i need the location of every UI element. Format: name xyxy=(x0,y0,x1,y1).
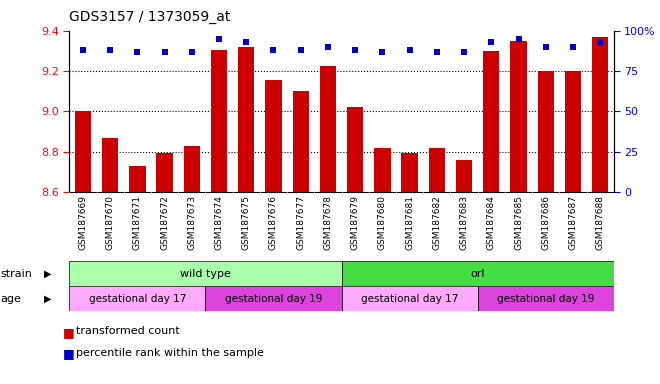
Point xyxy=(241,39,251,45)
Point xyxy=(132,49,143,55)
Point xyxy=(459,49,469,55)
Text: ■: ■ xyxy=(63,348,75,361)
Point xyxy=(568,44,578,50)
Text: ▶: ▶ xyxy=(44,293,51,304)
Bar xyxy=(292,91,309,192)
Text: GSM187687: GSM187687 xyxy=(568,195,578,250)
Bar xyxy=(429,147,445,192)
Bar xyxy=(102,137,118,192)
Text: GSM187679: GSM187679 xyxy=(350,195,360,250)
Point xyxy=(432,49,442,55)
Text: ■: ■ xyxy=(63,326,75,339)
Bar xyxy=(238,47,254,192)
Text: GSM187682: GSM187682 xyxy=(432,195,442,250)
Point xyxy=(159,49,170,55)
Text: GSM187674: GSM187674 xyxy=(214,195,224,250)
Text: GSM187678: GSM187678 xyxy=(323,195,333,250)
Bar xyxy=(478,286,614,311)
Point xyxy=(78,47,88,53)
Point xyxy=(296,47,306,53)
Bar xyxy=(69,286,205,311)
Bar xyxy=(211,50,227,192)
Text: wild type: wild type xyxy=(180,268,231,279)
Text: GSM187677: GSM187677 xyxy=(296,195,305,250)
Text: ▶: ▶ xyxy=(44,268,51,279)
Text: GSM187672: GSM187672 xyxy=(160,195,169,250)
Bar xyxy=(592,37,609,192)
Bar xyxy=(347,107,363,192)
Bar xyxy=(129,166,145,192)
Bar xyxy=(374,147,391,192)
Text: strain: strain xyxy=(1,268,32,279)
Bar xyxy=(538,71,554,192)
Point xyxy=(268,47,279,53)
Point xyxy=(513,36,524,42)
Point xyxy=(595,39,605,45)
Bar xyxy=(183,146,200,192)
Point xyxy=(541,44,551,50)
Text: percentile rank within the sample: percentile rank within the sample xyxy=(76,348,264,358)
Point xyxy=(350,47,360,53)
Text: GSM187681: GSM187681 xyxy=(405,195,414,250)
Text: GSM187686: GSM187686 xyxy=(541,195,550,250)
Text: orl: orl xyxy=(471,268,485,279)
Point xyxy=(323,44,333,50)
Bar xyxy=(69,261,342,286)
Text: GSM187675: GSM187675 xyxy=(242,195,251,250)
Bar xyxy=(205,286,342,311)
Text: gestational day 19: gestational day 19 xyxy=(225,293,322,304)
Point xyxy=(486,39,496,45)
Text: GSM187670: GSM187670 xyxy=(106,195,115,250)
Text: GSM187671: GSM187671 xyxy=(133,195,142,250)
Text: GSM187685: GSM187685 xyxy=(514,195,523,250)
Text: GDS3157 / 1373059_at: GDS3157 / 1373059_at xyxy=(69,10,231,23)
Text: transformed count: transformed count xyxy=(76,326,180,336)
Text: gestational day 17: gestational day 17 xyxy=(361,293,458,304)
Bar xyxy=(483,51,500,192)
Bar xyxy=(401,153,418,192)
Text: GSM187684: GSM187684 xyxy=(487,195,496,250)
Point xyxy=(187,49,197,55)
Text: gestational day 19: gestational day 19 xyxy=(497,293,595,304)
Bar xyxy=(265,80,282,192)
Point xyxy=(405,47,415,53)
Bar xyxy=(510,41,527,192)
Bar xyxy=(319,66,336,192)
Text: GSM187680: GSM187680 xyxy=(378,195,387,250)
Bar xyxy=(342,286,478,311)
Text: GSM187669: GSM187669 xyxy=(79,195,87,250)
Bar xyxy=(565,71,581,192)
Point xyxy=(105,47,115,53)
Bar xyxy=(156,153,173,192)
Text: gestational day 17: gestational day 17 xyxy=(88,293,186,304)
Text: GSM187676: GSM187676 xyxy=(269,195,278,250)
Text: GSM187673: GSM187673 xyxy=(187,195,196,250)
Text: GSM187683: GSM187683 xyxy=(459,195,469,250)
Point xyxy=(214,36,224,42)
Bar xyxy=(456,160,472,192)
Bar xyxy=(342,261,614,286)
Text: GSM187688: GSM187688 xyxy=(596,195,605,250)
Point xyxy=(377,49,387,55)
Text: age: age xyxy=(1,293,22,304)
Bar xyxy=(75,111,91,192)
